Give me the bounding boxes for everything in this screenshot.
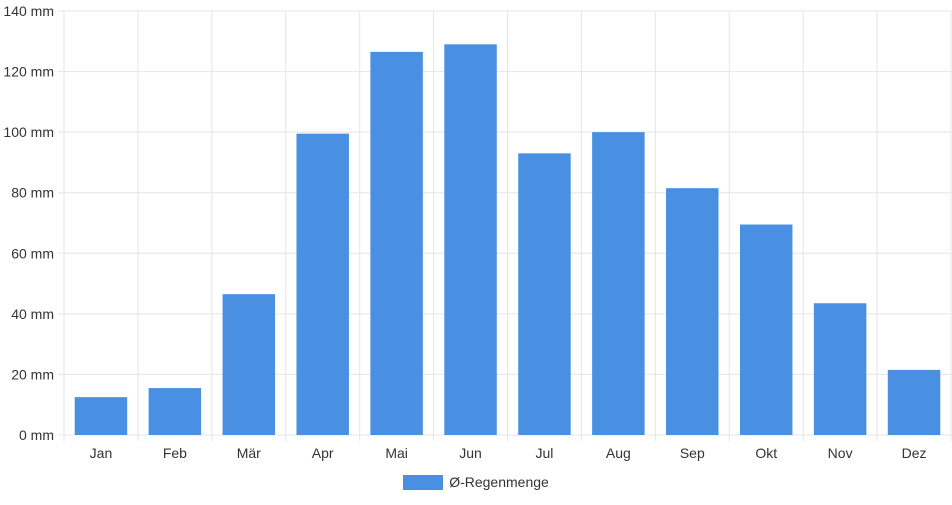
x-tick-label: Dez: [902, 445, 927, 461]
y-tick-label: 60 mm: [11, 245, 54, 261]
legend-swatch: [403, 474, 444, 490]
x-tick-label: Jul: [536, 445, 554, 461]
x-tick-label: Nov: [828, 445, 853, 461]
bar: [592, 132, 645, 435]
y-tick-label: 100 mm: [3, 124, 54, 140]
x-tick-label: Apr: [312, 445, 334, 461]
grid-lines: [58, 10, 952, 441]
x-tick-label: Aug: [606, 445, 631, 461]
y-tick-label: 120 mm: [3, 64, 54, 80]
y-axis-ticks: 0 mm 20 mm 40 mm 60 mm 80 mm 100 mm 120 mm 140 …: [3, 3, 54, 443]
legend-label: Ø-Regenmenge: [449, 474, 549, 490]
x-tick-label: Sep: [680, 445, 705, 461]
x-tick-label: Jun: [459, 445, 482, 461]
y-tick-label: 40 mm: [11, 306, 54, 322]
x-tick-label: Mai: [385, 445, 408, 461]
bar: [148, 388, 202, 435]
y-tick-label: 20 mm: [11, 366, 54, 382]
bar: [813, 303, 867, 435]
bar: [887, 369, 941, 435]
x-tick-label: Mär: [237, 445, 261, 461]
x-tick-label: Okt: [755, 445, 777, 461]
bar: [296, 133, 349, 435]
x-tick-label: Jan: [90, 445, 113, 461]
y-tick-label: 0 mm: [19, 427, 54, 443]
bars: [74, 44, 941, 436]
bar: [444, 44, 497, 436]
x-tick-label: Feb: [163, 445, 187, 461]
x-axis-ticks: Jan Feb Mär Apr Mai Jun Jul Aug Sep Okt Nov Dez: [90, 445, 927, 461]
bar: [370, 51, 423, 436]
bar: [518, 153, 571, 436]
bar: [74, 397, 128, 435]
bar: [739, 224, 793, 435]
legend: Ø-Regenmenge: [0, 472, 952, 492]
bar: [666, 188, 719, 435]
bar: [222, 294, 276, 435]
y-tick-label: 140 mm: [3, 3, 54, 19]
y-tick-label: 80 mm: [11, 185, 54, 201]
